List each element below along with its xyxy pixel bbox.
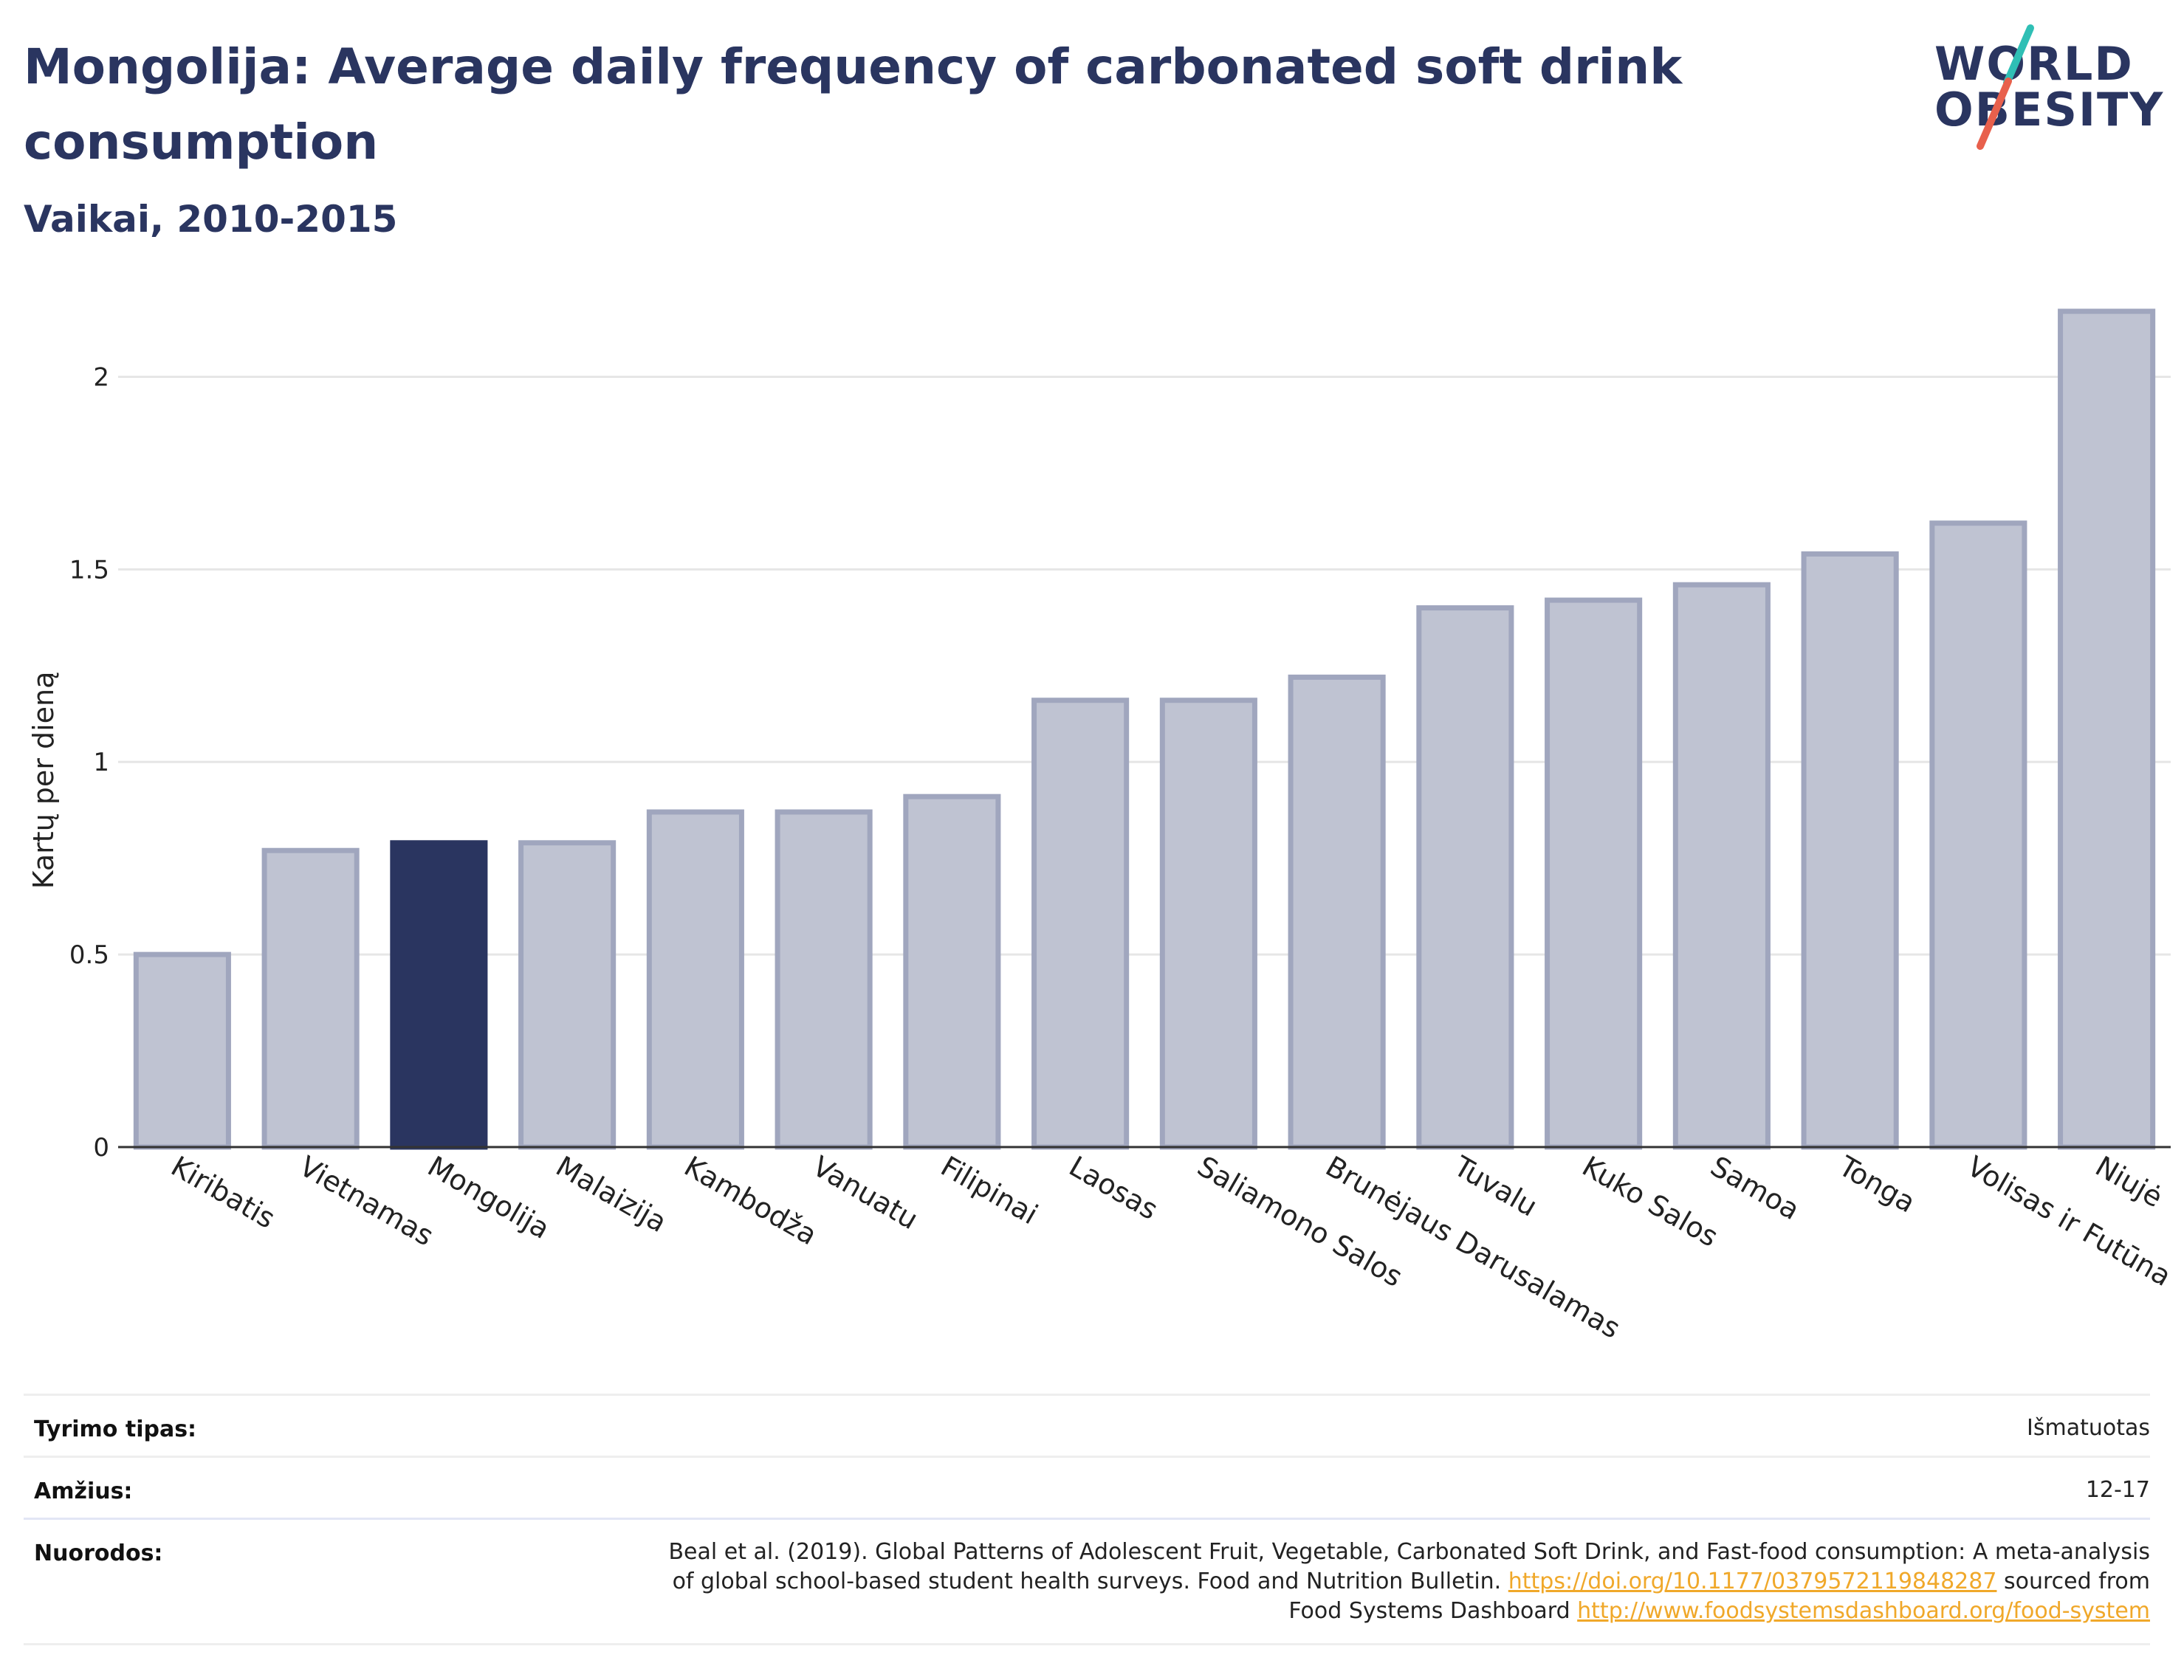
references-line-1: Beal et al. (2019). Global Patterns of A… [668, 1539, 2150, 1565]
x-tick-label-2: Mongolija [422, 1150, 555, 1245]
bar-15 [2058, 309, 2156, 1150]
bar-4 [646, 809, 744, 1150]
x-tick-label-1: Vietnamas [294, 1150, 439, 1253]
bar-1 [261, 847, 360, 1150]
references-row: Nuorodos: Beal et al. (2019). Global Pat… [24, 1518, 2150, 1645]
logo-text-obesity: OBESITY [1934, 83, 2165, 137]
bar-11 [1545, 597, 1643, 1150]
y-tick-label-4: 2 [93, 362, 109, 392]
references-line-2: of global school-based student health su… [668, 1567, 2150, 1597]
references-text-4: Food Systems Dashboard [1288, 1598, 1578, 1624]
logo-slash-coral [1977, 78, 2012, 150]
bar-10 [1416, 605, 1514, 1150]
doi-link[interactable]: https://doi.org/10.1177/0379572119848287 [1508, 1569, 1997, 1594]
world-obesity-logo: WORLD OBESITY [1920, 22, 2171, 155]
x-tick-label-11: Kuko Salos [1577, 1150, 1724, 1253]
logo-slash-icon [1977, 24, 2034, 150]
bar-0 [133, 951, 231, 1150]
x-tick-label-6: Filipinai [935, 1150, 1043, 1231]
chart-title: Mongolija: Average daily frequency of ca… [24, 38, 1683, 171]
references-label: Nuorodos: [34, 1540, 163, 1566]
y-axis-title: Kartų per dieną [27, 672, 60, 889]
dashboard-link[interactable]: http://www.foodsystemsdashboard.org/food… [1577, 1598, 2150, 1624]
references-line-3: Food Systems Dashboard http://www.foodsy… [668, 1597, 2150, 1626]
bar-8 [1159, 698, 1257, 1150]
y-tick-label-3: 1.5 [69, 555, 109, 585]
bar-6 [903, 793, 1001, 1150]
bars [133, 309, 2156, 1150]
survey-type-value: Išmatuotas [2027, 1415, 2150, 1441]
bar-chart: 0 0.5 1 1.5 2 Kiribatis VietnamasMongolijaMala… [27, 309, 2177, 1345]
metadata-bottom-rule [24, 1643, 2150, 1645]
references-value: Beal et al. (2019). Global Patterns of A… [668, 1538, 2150, 1626]
x-tick-label-10: Tuvalu [1448, 1149, 1542, 1223]
age-value: 12-17 [2085, 1477, 2150, 1503]
x-tick-label-12: Samoa [1705, 1150, 1804, 1227]
age-label: Amžius: [34, 1478, 133, 1504]
y-tick-label-1: 0.5 [69, 940, 109, 970]
bar-7 [1031, 698, 1130, 1150]
x-tick-label-5: Vanuatu [807, 1150, 924, 1236]
bar-5 [775, 809, 873, 1150]
bar-14 [1929, 520, 2027, 1150]
x-tick-label-15: Niujė [2090, 1150, 2168, 1214]
bar-3 [518, 840, 617, 1150]
references-text-2: of global school-based student health su… [672, 1569, 1508, 1594]
x-tick-label-13: Tonga [1833, 1149, 1920, 1219]
x-tick-label-4: Kambodža [679, 1150, 823, 1252]
x-tick-label-7: Laosas [1064, 1150, 1164, 1226]
x-tick-label-0: Kiribatis [165, 1150, 281, 1235]
chart-subtitle: Vaikai, 2010-2015 [24, 198, 398, 241]
x-tick-label-8: Saliamono Salos [1192, 1150, 1408, 1293]
bar-13 [1801, 551, 1899, 1150]
logo-slash-teal [2003, 24, 2034, 86]
bar-2 [390, 840, 488, 1150]
logo-text-world: WORLD [1934, 37, 2134, 91]
bar-12 [1672, 582, 1771, 1150]
y-tick-label-2: 1 [93, 748, 109, 777]
bar-9 [1288, 674, 1386, 1150]
age-row: Amžius: 12-17 [24, 1456, 2150, 1520]
survey-type-label: Tyrimo tipas: [34, 1416, 197, 1442]
references-text-3: sourced from [1996, 1569, 2150, 1594]
y-tick-label-0: 0 [93, 1133, 109, 1163]
survey-type-row: Tyrimo tipas: Išmatuotas [24, 1394, 2150, 1458]
x-tick-label-3: Malaizija [551, 1150, 673, 1239]
